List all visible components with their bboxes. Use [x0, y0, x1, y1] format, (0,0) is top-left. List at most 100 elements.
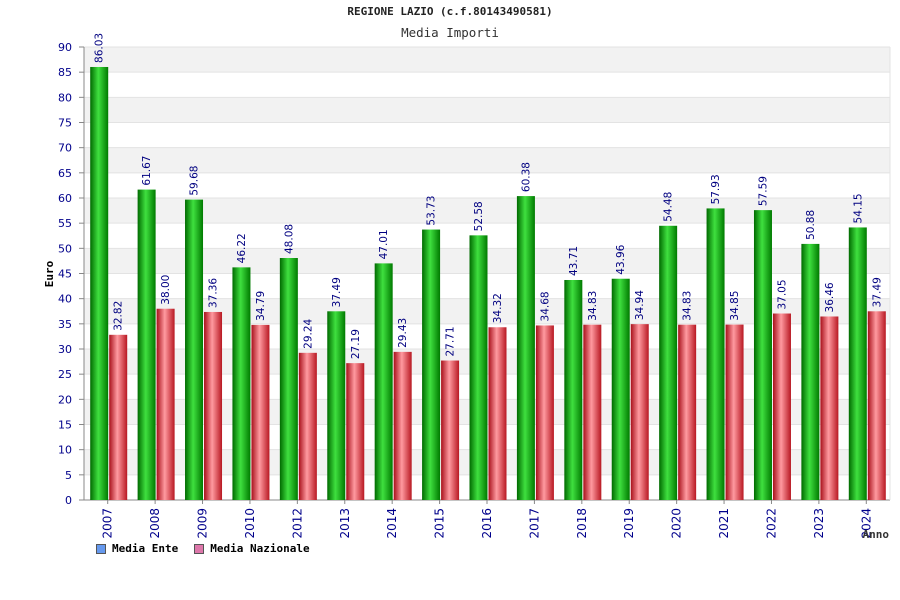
- bar-media-ente: [753, 210, 772, 500]
- y-tick-label: 60: [58, 192, 72, 205]
- chart-subtitle: Media Importi: [401, 25, 499, 40]
- y-tick-label: 15: [58, 419, 72, 432]
- bar-media-ente: [90, 66, 109, 500]
- y-tick-label: 45: [58, 268, 72, 281]
- y-tick-label: 50: [58, 242, 72, 255]
- x-tick-label: 2014: [385, 508, 399, 539]
- bar-media-ente: [801, 243, 820, 501]
- bar-media-ente: [516, 196, 535, 500]
- y-tick-label: 55: [58, 217, 72, 230]
- bar-media-ente: [469, 235, 488, 500]
- data-label: 34.79: [255, 291, 267, 321]
- bar-media-ente: [564, 279, 583, 500]
- data-labels: 86.03 32.82 61.67 38.00 59.68 37.36 46.22 34.79…: [94, 33, 884, 359]
- bars: [90, 66, 886, 501]
- data-label: 54.48: [663, 192, 675, 222]
- bar-media-nazionale: [583, 324, 602, 500]
- chart-title: REGIONE LAZIO (c.f.80143490581): [347, 5, 553, 18]
- data-label: 57.93: [710, 174, 722, 204]
- legend-item-media-nazionale: Media Nazionale: [194, 542, 310, 555]
- data-label: 27.19: [350, 329, 362, 359]
- x-tick-label: 2018: [575, 508, 589, 539]
- data-label: 61.67: [141, 156, 153, 186]
- x-tick-label: 2013: [338, 508, 352, 539]
- data-label: 50.88: [805, 210, 817, 240]
- bar-media-ente: [706, 208, 725, 500]
- legend-swatch-media-nazionale: [194, 543, 205, 554]
- data-label: 37.05: [776, 279, 788, 309]
- data-label: 34.32: [492, 293, 504, 323]
- x-tick-label: 2019: [622, 508, 636, 539]
- y-tick-label: 40: [58, 293, 72, 306]
- x-tick-label: 2015: [433, 508, 447, 539]
- x-tick-label: 2007: [101, 508, 115, 539]
- data-label: 37.36: [208, 278, 220, 308]
- x-tick-label: 2023: [812, 508, 826, 539]
- data-label: 47.01: [378, 229, 390, 259]
- bar-media-nazionale: [251, 324, 270, 500]
- x-tick-label: 2022: [764, 508, 778, 539]
- y-tick-label: 85: [58, 66, 72, 79]
- bar-media-ente: [611, 278, 630, 500]
- x-tick-label: 2021: [717, 508, 731, 539]
- data-label: 52.58: [473, 201, 485, 231]
- data-label: 37.49: [871, 277, 883, 307]
- x-axis-label: Anno: [863, 528, 890, 541]
- bar-media-nazionale: [535, 325, 554, 500]
- bar-media-ente: [279, 257, 298, 500]
- bar-media-ente: [232, 267, 251, 500]
- legend-item-media-ente: Media Ente: [96, 542, 178, 555]
- data-label: 57.59: [757, 176, 769, 206]
- bar-media-nazionale: [867, 311, 886, 500]
- y-tick-label: 65: [58, 167, 72, 180]
- bar-media-ente: [185, 199, 204, 501]
- data-label: 34.83: [587, 291, 599, 321]
- bar-media-nazionale: [109, 334, 128, 500]
- bar-media-nazionale: [772, 313, 791, 500]
- y-tick-label: 30: [58, 343, 72, 356]
- bar-media-ente: [422, 229, 441, 500]
- y-tick-label: 35: [58, 318, 72, 331]
- data-label: 43.71: [568, 246, 580, 276]
- y-tick-label: 5: [65, 469, 72, 482]
- data-label: 34.68: [539, 291, 551, 321]
- x-tick-label: 2020: [670, 508, 684, 539]
- y-tick-label: 25: [58, 368, 72, 381]
- bar-media-ente: [374, 263, 393, 500]
- data-label: 38.00: [160, 275, 172, 305]
- data-label: 60.38: [520, 162, 532, 192]
- bar-media-nazionale: [725, 324, 744, 500]
- data-label: 43.96: [615, 244, 627, 274]
- x-tick-label: 2012: [290, 508, 304, 539]
- x-tick-label: 2010: [243, 508, 257, 539]
- bar-media-nazionale: [488, 327, 507, 500]
- y-tick-label: 10: [58, 444, 72, 457]
- legend-label-media-nazionale: Media Nazionale: [210, 542, 310, 555]
- legend-label-media-ente: Media Ente: [112, 542, 179, 555]
- bar-media-nazionale: [156, 308, 175, 500]
- bar-media-ente: [137, 189, 156, 500]
- y-tick-label: 80: [58, 91, 72, 104]
- bar-media-nazionale: [393, 351, 412, 500]
- x-tick-label: 2017: [527, 508, 541, 539]
- data-label: 36.46: [824, 282, 836, 312]
- data-label: 86.03: [94, 33, 106, 63]
- data-label: 29.43: [397, 318, 409, 348]
- bar-media-ente: [659, 225, 678, 500]
- bar-media-ente: [327, 311, 346, 500]
- bar-media-nazionale: [678, 324, 697, 500]
- y-tick-label: 20: [58, 393, 72, 406]
- data-label: 46.22: [236, 233, 248, 263]
- x-tick-label: 2009: [196, 508, 210, 539]
- axes: 0 5 10 15 20 25 30 35 40 45 50 55 60 65 70 75 80 85 90 2007…: [58, 41, 891, 539]
- x-tick-label: 2008: [148, 508, 162, 539]
- data-label: 48.08: [283, 224, 295, 254]
- bar-media-ente: [848, 227, 867, 500]
- y-axis-label: Euro: [43, 260, 56, 287]
- y-tick-label: 70: [58, 142, 72, 155]
- bar-media-nazionale: [204, 311, 223, 500]
- y-tick-label: 75: [58, 117, 72, 130]
- data-label: 54.15: [852, 193, 864, 223]
- legend: Media Ente Media Nazionale: [96, 542, 310, 555]
